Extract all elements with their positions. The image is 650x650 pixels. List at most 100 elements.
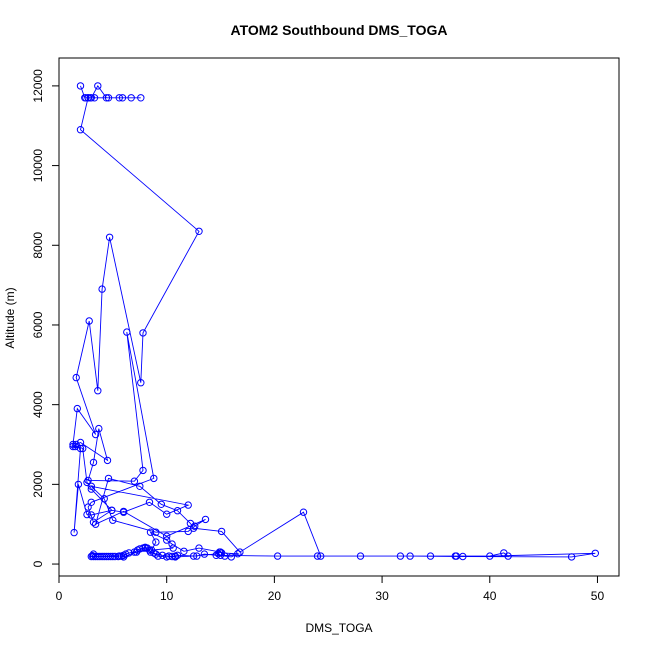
data-point [114, 552, 122, 561]
data-point [103, 456, 112, 465]
data-point [173, 507, 182, 515]
data-point [127, 94, 135, 102]
y-tick-label: 6000 [31, 311, 45, 338]
data-point [87, 485, 96, 493]
data-point [486, 552, 494, 560]
data-point [137, 94, 145, 102]
data-point [236, 548, 244, 556]
data-point [139, 329, 147, 337]
x-axis: 0 10 20 30 40 50 [56, 575, 605, 603]
data-point [91, 552, 100, 561]
data-point [91, 430, 100, 439]
data-point [147, 546, 156, 554]
data-point [115, 94, 124, 102]
data-point [136, 482, 144, 490]
y-tick-label: 4000 [31, 391, 45, 418]
data-point [216, 548, 225, 556]
data-point [105, 233, 114, 242]
data-point [180, 547, 188, 555]
data-point [214, 550, 223, 558]
data-point [184, 527, 192, 536]
data-point [173, 551, 182, 559]
data-point [234, 550, 242, 558]
data-point [273, 552, 282, 560]
data-point [152, 538, 160, 546]
data-point [169, 544, 177, 552]
data-point [118, 94, 127, 102]
data-point [119, 553, 128, 561]
data-point [72, 440, 80, 449]
x-tick-label: 0 [56, 589, 63, 603]
x-tick-label: 40 [483, 589, 497, 603]
series-line [71, 85, 596, 558]
data-point [89, 550, 98, 558]
data-point [195, 544, 203, 552]
data-point [150, 474, 158, 483]
data-point [154, 552, 162, 560]
data-point [108, 506, 116, 514]
series-layer [71, 85, 596, 558]
data-point [87, 511, 96, 519]
y-axis: 0 2000 4000 6000 8000 10000 12000 [31, 69, 60, 567]
data-point [95, 424, 103, 433]
data-point [87, 482, 96, 490]
data-point [94, 82, 102, 90]
data-point [146, 528, 155, 536]
data-point [200, 550, 209, 558]
chart-title: ATOM2 Southbound DMS_TOGA [231, 22, 448, 38]
y-tick-label: 0 [31, 560, 45, 567]
data-point [313, 552, 322, 560]
data-point [139, 466, 147, 475]
data-point [84, 94, 92, 102]
data-point [82, 94, 90, 102]
data-point [102, 94, 111, 102]
y-tick-label: 8000 [31, 232, 45, 259]
data-point [163, 553, 171, 561]
data-point [163, 510, 171, 518]
data-point [109, 516, 117, 524]
data-point [356, 552, 365, 560]
data-point [87, 552, 96, 561]
data-point [76, 82, 85, 90]
data-point [84, 503, 92, 511]
data-point [500, 549, 508, 557]
y-tick-label: 10000 [31, 149, 45, 183]
data-point [98, 285, 106, 293]
data-point [163, 536, 171, 544]
data-point [89, 518, 98, 526]
data-point [85, 317, 93, 325]
data-point [193, 552, 201, 560]
data-point [168, 552, 176, 561]
data-point [89, 458, 98, 467]
data-point [104, 474, 113, 483]
data-point [157, 500, 166, 508]
data-point [152, 528, 160, 536]
data-point [69, 440, 77, 449]
x-tick-label: 50 [591, 589, 605, 603]
data-point [74, 480, 83, 489]
y-axis-label: Altitude (m) [3, 287, 17, 348]
data-point [86, 94, 94, 102]
data-point [88, 552, 97, 560]
data-point [184, 501, 192, 509]
y-tick-label: 12000 [31, 69, 45, 103]
data-point [130, 548, 139, 556]
plot-frame [58, 57, 620, 577]
data-point [137, 379, 145, 387]
data-point [132, 548, 141, 556]
data-point [94, 387, 102, 395]
data-point [119, 507, 128, 516]
data-point [72, 373, 80, 382]
x-axis-label: DMS_TOGA [305, 621, 372, 635]
data-point [76, 438, 85, 447]
data-point [195, 227, 203, 236]
data-point [163, 532, 171, 540]
data-point [130, 477, 139, 485]
points-layer [69, 82, 599, 561]
data-point [201, 515, 210, 524]
data-point [104, 94, 113, 102]
data-point [426, 552, 435, 560]
data-point [123, 328, 131, 336]
data-point [567, 553, 576, 561]
